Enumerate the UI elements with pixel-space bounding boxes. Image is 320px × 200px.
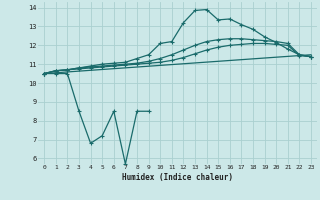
X-axis label: Humidex (Indice chaleur): Humidex (Indice chaleur) [122,173,233,182]
